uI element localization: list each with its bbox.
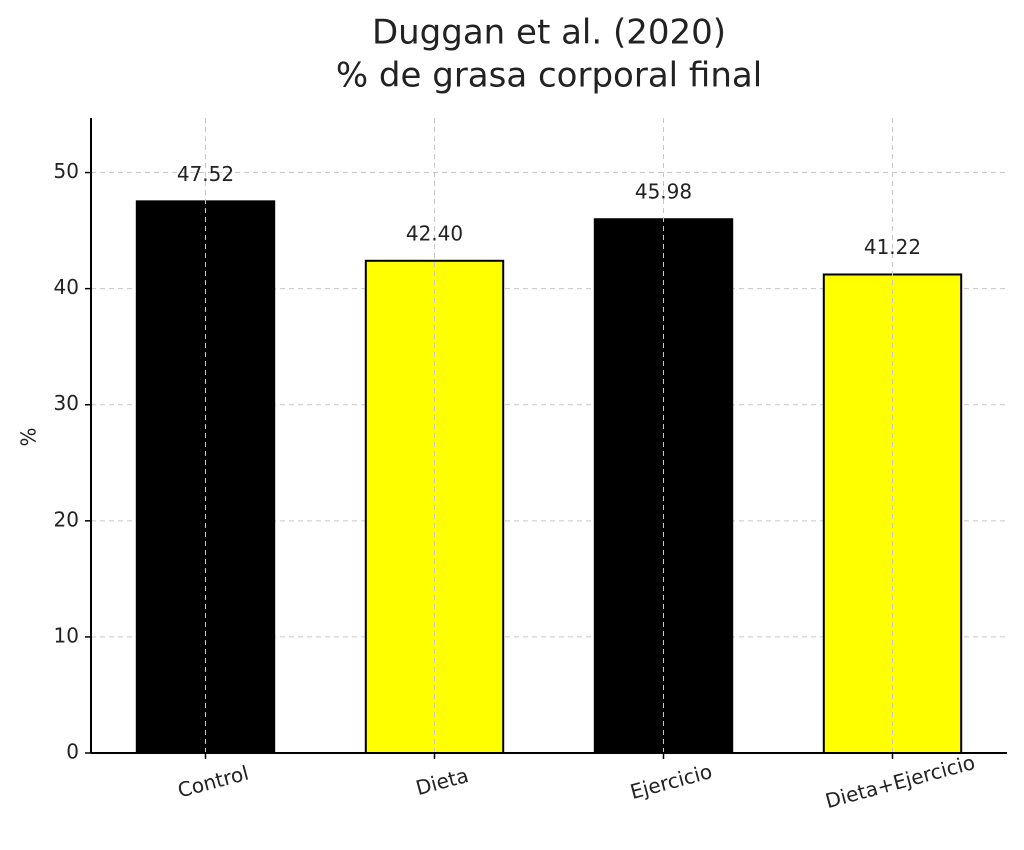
y-tick-label: 30 xyxy=(54,391,79,415)
value-label: 42.40 xyxy=(406,221,463,245)
y-tick-label: 40 xyxy=(54,275,79,299)
x-tick-label: Ejercicio xyxy=(628,759,715,804)
y-tick-label: 20 xyxy=(54,507,79,531)
value-label: 41.22 xyxy=(864,235,921,259)
y-tick-label: 50 xyxy=(54,159,79,183)
y-tick-label: 10 xyxy=(54,623,79,647)
x-tick-label: Control xyxy=(175,761,251,803)
y-tick-label: 0 xyxy=(66,740,79,764)
x-tick-label: Dieta+Ejercicio xyxy=(823,750,978,813)
x-tick-label: Dieta xyxy=(413,763,471,800)
value-label: 47.52 xyxy=(177,162,234,186)
chart-title: % de grasa corporal final xyxy=(336,56,762,96)
chart-title: Duggan et al. (2020) xyxy=(372,13,726,53)
value-label: 45.98 xyxy=(635,180,692,204)
y-axis-label: % xyxy=(17,427,41,446)
